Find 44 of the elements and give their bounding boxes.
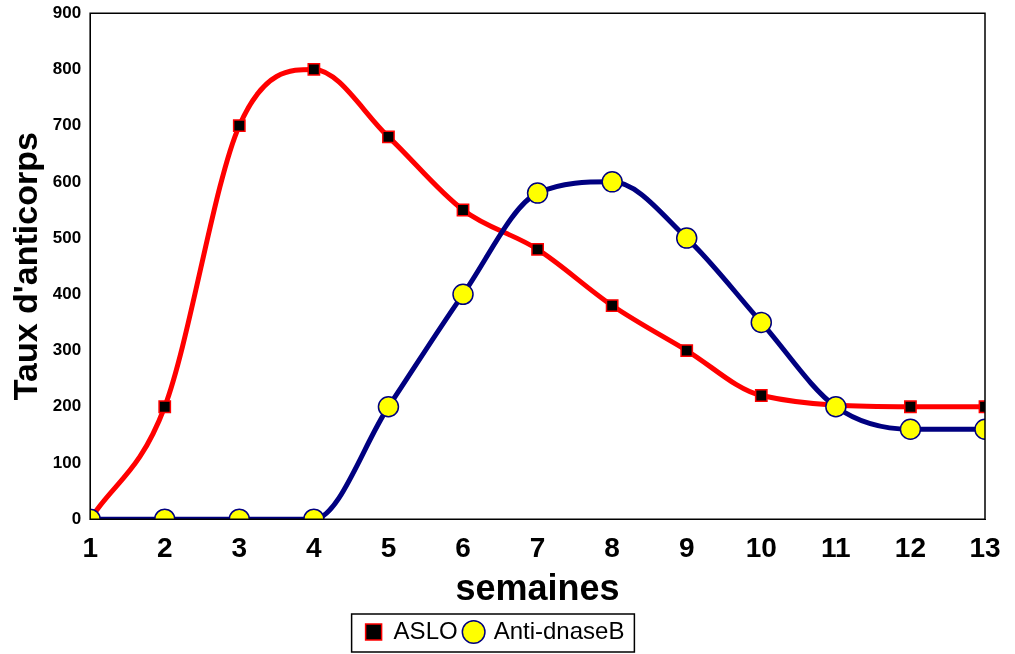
- point: [232, 119, 246, 133]
- point: [680, 344, 694, 357]
- point: [382, 130, 395, 144]
- x-tick-label: 7: [529, 531, 546, 563]
- point: [605, 299, 619, 312]
- x-tick-label: 8: [604, 531, 620, 563]
- point: [899, 418, 922, 440]
- y-tick-label: 400: [52, 284, 82, 303]
- point: [377, 396, 400, 418]
- point: [452, 283, 474, 306]
- y-tick-label: 0: [71, 508, 82, 528]
- x-axis-title: semaines: [455, 567, 620, 609]
- x-tick-label: 6: [455, 531, 471, 563]
- y-tick-label: 200: [52, 396, 82, 416]
- y-tick-label: 900: [52, 2, 82, 22]
- y-tick-label: 500: [52, 227, 82, 247]
- y-tick-label: 100: [52, 452, 82, 472]
- x-tick-label: 5: [380, 531, 397, 563]
- y-axis-title: Taux d'anticorps: [5, 132, 44, 401]
- point: [904, 400, 917, 414]
- legend-label: Anti-dnaseB: [493, 616, 625, 644]
- x-tick-label: 2: [156, 531, 173, 563]
- x-tick-label: 4: [306, 531, 323, 563]
- y-tick-label: 800: [52, 59, 82, 79]
- point: [675, 227, 698, 249]
- x-tick-label: 13: [969, 531, 1001, 563]
- x-tick-label: 9: [678, 531, 695, 563]
- y-tick-label: 600: [52, 171, 82, 191]
- point: [750, 311, 773, 334]
- point: [307, 63, 321, 76]
- x-tick-label: 12: [894, 531, 927, 563]
- point: [158, 400, 172, 414]
- point: [601, 171, 623, 193]
- y-tick-label: 700: [52, 115, 82, 135]
- y-tick-label: 300: [52, 340, 82, 360]
- point: [531, 242, 544, 256]
- x-tick-label: 3: [231, 531, 248, 563]
- point: [526, 182, 549, 204]
- x-tick-label: 10: [745, 531, 777, 563]
- x-tick-label: 11: [821, 531, 851, 563]
- point: [825, 396, 847, 418]
- x-tick-label: 1: [82, 531, 98, 563]
- point: [754, 389, 768, 402]
- legend-label: ASLO: [393, 616, 458, 644]
